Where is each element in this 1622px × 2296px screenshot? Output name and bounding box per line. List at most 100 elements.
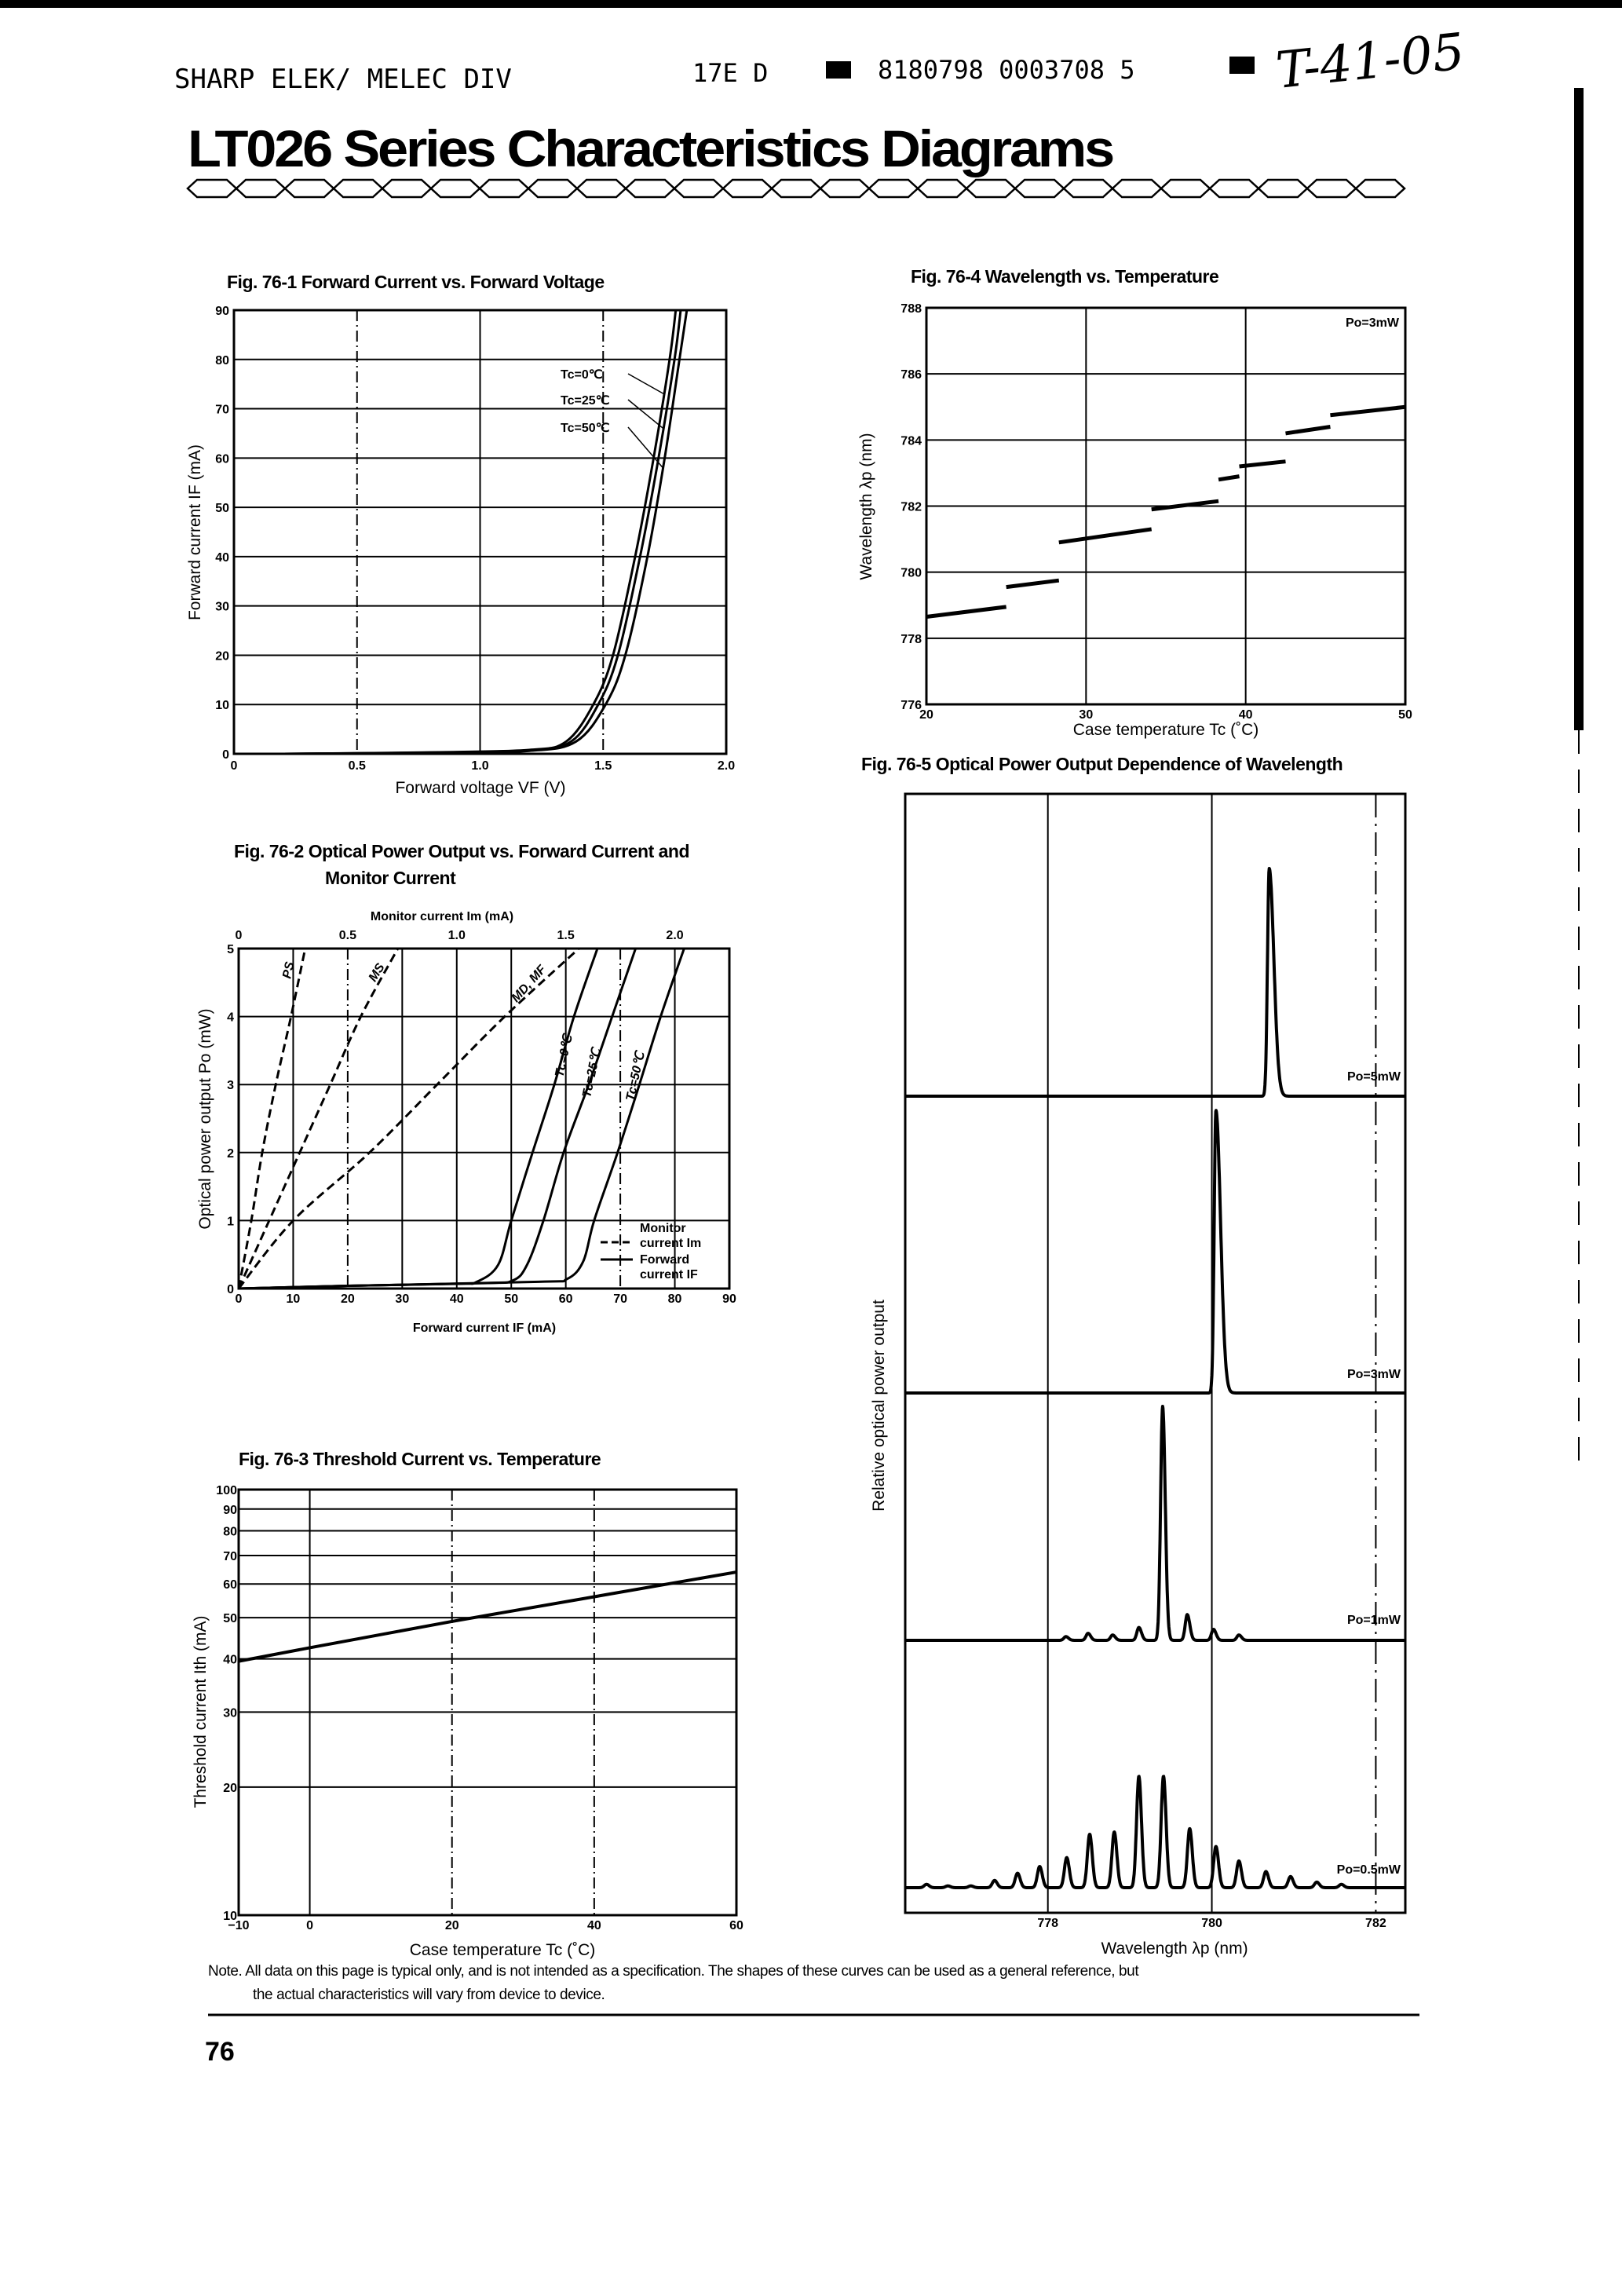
x-tick-label: 782 <box>1365 1917 1386 1930</box>
x-tick-label: 1.5 <box>557 929 575 942</box>
chain-link <box>478 178 530 199</box>
curve-tc25 <box>283 309 682 755</box>
header-code: 17E D <box>692 58 768 88</box>
y-tick-label: 2 <box>227 1147 234 1161</box>
plot-frame <box>925 306 1407 706</box>
title-chain-decoration <box>186 178 1406 199</box>
y-tick-label: 50 <box>215 502 229 515</box>
chain-link <box>1062 178 1114 199</box>
x-axis-label: Forward current IF (mA) <box>413 1322 556 1335</box>
panel-label: Po=0.5mW <box>1337 1863 1401 1877</box>
series-label: Tc=0℃ <box>561 368 603 382</box>
x-axis-label: Case temperature Tc (˚C) <box>410 1941 596 1959</box>
chart-title: Fig. 76-1 Forward Current vs. Forward Vo… <box>227 272 605 292</box>
chart-title: Fig. 76-5 Optical Power Output Dependenc… <box>861 754 1343 774</box>
forward-curve-tc25 <box>238 948 637 1290</box>
x-tick-label: 90 <box>722 1292 736 1306</box>
x-tick-label: 1.0 <box>471 759 488 773</box>
y-tick-label: 80 <box>223 1526 237 1539</box>
curve-label-tc25: Tc=25℃ <box>580 1046 604 1099</box>
x-axis-label: Forward voltage VF (V) <box>395 779 565 797</box>
y-tick-label: 70 <box>223 1550 237 1563</box>
chain-link <box>868 178 919 199</box>
y-tick-label: 40 <box>215 551 229 565</box>
x-tick-label: 0 <box>236 1292 243 1306</box>
x-tick-label: 20 <box>445 1919 459 1932</box>
x-tick-label: 60 <box>559 1292 573 1306</box>
x-tick-label: 10 <box>287 1292 301 1306</box>
leader-line <box>627 426 664 469</box>
chain-link <box>186 178 238 199</box>
y-axis-label: Relative optical power output <box>870 1300 888 1512</box>
legend-label: Monitor <box>640 1222 686 1235</box>
monitor-curve-ps <box>237 948 307 1289</box>
y-tick-label: 40 <box>223 1654 237 1667</box>
chain-link <box>1306 178 1357 199</box>
curve-tc50 <box>283 309 689 755</box>
spectrum-po0.5mw <box>904 1775 1407 1889</box>
x-tick-label: −10 <box>228 1919 249 1932</box>
x-tick-label: 40 <box>1239 708 1253 722</box>
chain-link <box>721 178 773 199</box>
x-tick-label: 1.0 <box>448 929 466 942</box>
y-tick-label: 782 <box>901 501 922 514</box>
chain-link <box>1257 178 1309 199</box>
chart-title: Fig. 76-2 Optical Power Output vs. Forwa… <box>234 841 689 861</box>
chain-link <box>624 178 676 199</box>
y-tick-label: 30 <box>215 601 229 614</box>
chain-link <box>429 178 481 199</box>
chain-link <box>673 178 725 199</box>
chain-link <box>1354 178 1406 199</box>
forward-curve-tc50 <box>238 948 685 1290</box>
x-tick-label: 0.5 <box>349 759 366 773</box>
x-tick-label: 2.0 <box>718 759 735 773</box>
panel-label: Po=1mW <box>1347 1614 1401 1627</box>
wavelength-segment <box>1239 459 1286 469</box>
chain-link <box>332 178 384 199</box>
y-tick-label: 1 <box>227 1215 234 1228</box>
y-tick-label: 90 <box>215 305 229 318</box>
handwritten-note: T-41-05 <box>1273 23 1467 101</box>
plot-frame <box>237 947 731 1290</box>
curve-label-ps: PS <box>280 960 297 980</box>
y-tick-label: 778 <box>901 633 922 646</box>
chart-title: Fig. 76-4 Wavelength vs. Temperature <box>911 266 1218 287</box>
top-scan-edge <box>0 0 1622 8</box>
panel-label: Po=3mW <box>1347 1368 1401 1381</box>
top-axis-label: Monitor current Im (mA) <box>371 910 513 923</box>
header-catalog-number: 8180798 0003708 5 <box>878 55 1135 85</box>
panel-label: Po=5mW <box>1347 1070 1401 1084</box>
x-tick-label: 30 <box>395 1292 409 1306</box>
legend-label: current IF <box>640 1268 698 1281</box>
chart-title: Monitor Current <box>325 868 456 888</box>
plot-frame <box>904 792 1407 1914</box>
chain-link <box>283 178 335 199</box>
x-tick-label: 40 <box>450 1292 464 1306</box>
x-tick-label: 0.5 <box>339 929 356 942</box>
header-division: SHARP ELEK/ MELEC DIV <box>174 64 512 95</box>
spectrum-po3mw <box>904 1109 1407 1395</box>
y-tick-label: 80 <box>215 354 229 367</box>
legend-label: current Im <box>640 1237 701 1250</box>
y-tick-label: 780 <box>901 567 922 580</box>
x-tick-label: 0 <box>236 929 243 942</box>
leader-line <box>627 399 664 430</box>
fig76-4: Fig. 76-4 Wavelength vs. Temperature Cas… <box>857 266 1412 739</box>
wavelength-segment <box>1218 474 1240 482</box>
y-tick-label: 776 <box>901 699 922 712</box>
x-tick-label: 20 <box>341 1292 355 1306</box>
chain-link <box>235 178 287 199</box>
chain-link <box>916 178 968 199</box>
x-tick-label: 80 <box>668 1292 682 1306</box>
monitor-curve-md-mf <box>237 947 580 1289</box>
y-tick-label: 20 <box>223 1782 237 1795</box>
right-margin-bar <box>1574 88 1584 730</box>
x-tick-label: 60 <box>729 1919 743 1932</box>
chain-link <box>770 178 822 199</box>
x-tick-label: 50 <box>504 1292 518 1306</box>
x-tick-label: 40 <box>587 1919 601 1932</box>
spectrum-po1mw <box>904 1405 1407 1642</box>
x-tick-label: 20 <box>919 708 933 722</box>
x-tick-label: 778 <box>1037 1917 1058 1930</box>
